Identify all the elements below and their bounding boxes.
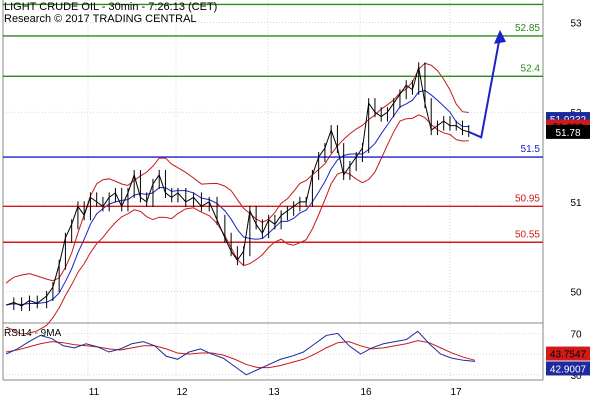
- bollinger-bands: [5, 62, 469, 335]
- rsi-line: [5, 330, 476, 376]
- copyright-text: Research © 2017 TRADING CENTRAL: [4, 13, 197, 25]
- x-tick-label: 17: [450, 387, 462, 398]
- price-line: [5, 67, 469, 307]
- x-axis: 11 12 13 16 17: [89, 387, 462, 398]
- rsi-tag-box: [546, 361, 590, 376]
- y-axis: 50515253: [570, 18, 582, 298]
- rsi-ma-line: [5, 340, 476, 369]
- rsi-tick-label: 70: [570, 329, 582, 340]
- x-tick-label: 16: [360, 387, 372, 398]
- price-tags: 51.923251.83951.78: [546, 112, 590, 139]
- chart-title: LIGHT CRUDE OIL - 30min - 7:26:13 (CET): [4, 1, 218, 13]
- y-tick-label: 51: [570, 198, 582, 209]
- x-tick-label: 13: [268, 387, 280, 398]
- y-tick-label: 50: [570, 288, 582, 299]
- x-tick-label: 11: [89, 387, 100, 398]
- level-label: 52.4: [521, 63, 541, 74]
- price-tag-box: [546, 124, 590, 139]
- x-tick-label: 12: [176, 387, 188, 398]
- forecast-arrow: [468, 29, 506, 139]
- rsi-tag-label: 42.9007: [550, 364, 587, 375]
- price-tag-label: 51.78: [555, 128, 580, 139]
- rsi-tag-label: 43.7547: [550, 350, 587, 361]
- lower-band: [5, 114, 469, 335]
- level-label: 51.5: [521, 144, 541, 155]
- level-label: 52.85: [515, 23, 540, 34]
- moving-average: [5, 89, 469, 306]
- main-grid: [2, 0, 544, 381]
- forecast-arrowhead: [494, 29, 506, 44]
- level-label: 50.55: [515, 229, 540, 240]
- rsi-label: RSI14 - 9MA: [4, 328, 62, 339]
- rsi-tick-label: 30: [570, 371, 582, 382]
- level-label: 50.95: [515, 193, 540, 204]
- rsi-tag-box: [546, 346, 590, 361]
- forecast-line: [468, 35, 501, 139]
- support-resistance-levels: 53.2 52.85 52.4 51.5 50.95 50.55: [3, 0, 543, 243]
- price-series: [5, 62, 470, 311]
- level-label: 53.2: [521, 0, 541, 2]
- y-tick-label: 53: [570, 18, 582, 29]
